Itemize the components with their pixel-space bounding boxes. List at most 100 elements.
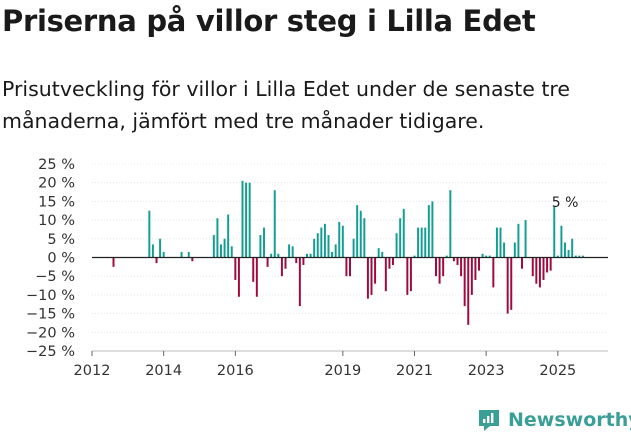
bar [427, 205, 430, 258]
bar [438, 257, 441, 284]
bar [284, 257, 287, 269]
bar [581, 255, 584, 258]
x-tick-label: 2014 [145, 363, 182, 379]
x-tick-label: 2012 [74, 363, 111, 379]
bar [277, 253, 280, 258]
bar [531, 257, 534, 277]
bar [331, 251, 334, 258]
bar [567, 250, 570, 258]
bar [474, 257, 477, 280]
bar [535, 257, 538, 284]
bar [366, 257, 369, 299]
bar [470, 257, 473, 295]
bar-series [112, 180, 584, 325]
bar [345, 257, 348, 277]
bar [409, 257, 412, 292]
bar [499, 227, 502, 258]
y-tick-label: 15 % [38, 194, 75, 210]
bar [417, 227, 420, 258]
bar [148, 210, 151, 258]
bar [384, 257, 387, 292]
bar [478, 257, 480, 271]
bar [248, 182, 251, 258]
bar [223, 238, 226, 258]
bar [309, 253, 312, 258]
bar [352, 238, 355, 258]
bar [374, 257, 377, 284]
bar [517, 223, 520, 258]
bar [112, 257, 115, 267]
newsworthy-logo-icon [479, 410, 499, 431]
bar [162, 251, 165, 258]
bar [420, 227, 423, 258]
bar [442, 257, 445, 277]
bar [187, 251, 190, 258]
bar [259, 235, 262, 258]
bar [280, 257, 283, 277]
bar [463, 257, 466, 307]
bar-chart: 25 % 20 % 15 % 10 % 5 % 0 % −5 % −10 % −15 % −20 … [26, 157, 608, 379]
y-tick-label: 20 % [38, 176, 75, 192]
x-tick-label: 2021 [396, 363, 433, 379]
bar [323, 223, 326, 258]
bar [230, 246, 233, 258]
bar [288, 244, 291, 258]
bar [406, 257, 409, 295]
bar [359, 210, 362, 258]
bar [216, 218, 219, 258]
y-tick-label: 25 % [38, 157, 75, 173]
bar [546, 257, 549, 273]
latest-value-label: 5 % [552, 195, 579, 211]
bar [413, 255, 416, 258]
bar [467, 257, 470, 325]
bar [234, 257, 237, 280]
bar [456, 257, 459, 265]
bar [521, 257, 523, 269]
bar [571, 238, 574, 258]
bar [266, 257, 269, 267]
bar [212, 235, 215, 258]
bar [291, 246, 294, 258]
bar [513, 242, 516, 258]
bar [227, 214, 230, 258]
bar [564, 242, 566, 258]
y-tick-label: −15 % [26, 307, 75, 323]
x-tick-label: 2025 [539, 363, 576, 379]
bar [481, 253, 484, 258]
bar [313, 238, 316, 258]
bar [159, 238, 162, 258]
y-tick-label: 5 % [47, 232, 75, 248]
bar [542, 257, 545, 280]
bar [553, 207, 556, 258]
bar [298, 257, 301, 307]
bar [334, 244, 337, 258]
bar [356, 205, 359, 258]
bar [349, 257, 351, 277]
y-tick-label: 0 % [47, 251, 75, 267]
x-tick-label: 2016 [217, 363, 254, 379]
bar [295, 257, 298, 264]
y-tick-label: −25 % [26, 344, 75, 360]
bar [435, 257, 437, 277]
bar [556, 255, 559, 258]
bar [503, 242, 506, 258]
bar [338, 221, 341, 258]
bar [245, 182, 248, 258]
chart-subtitle: Prisutveckling för villor i Lilla Edet u… [2, 77, 570, 133]
bar [263, 227, 265, 258]
bar [560, 225, 563, 258]
bar [363, 218, 366, 258]
bar [424, 227, 427, 258]
bar [370, 257, 373, 295]
bar [191, 257, 194, 262]
bar [399, 218, 402, 258]
bar [488, 255, 491, 258]
bar [302, 257, 305, 265]
bar [449, 190, 452, 258]
bar [460, 257, 463, 277]
x-axis-ticks: 2012 2014 2016 2019 2021 2023 2025 [74, 351, 576, 379]
bar [237, 257, 240, 297]
bar [445, 255, 448, 258]
bar [431, 201, 434, 258]
bar [492, 257, 495, 288]
